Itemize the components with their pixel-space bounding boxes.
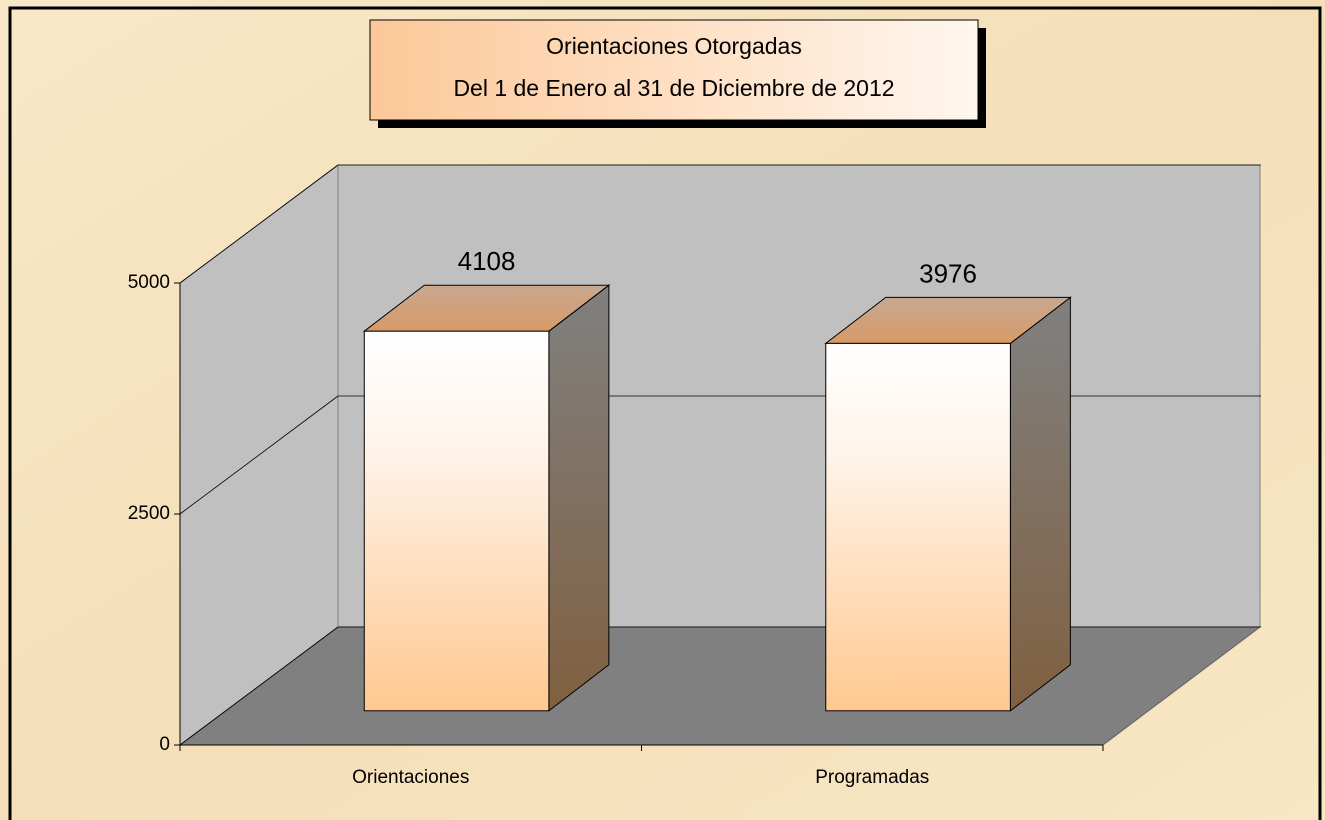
data-label: 4108 (458, 246, 516, 276)
chart-title: Orientaciones Otorgadas (546, 33, 802, 59)
grid-line (179, 164, 339, 284)
bar (825, 342, 1011, 712)
floor (178, 626, 1262, 746)
chart-subtitle: Del 1 de Enero al 31 de Diciembre de 201… (453, 75, 894, 101)
title-box (369, 19, 979, 121)
grid-line (179, 626, 339, 746)
bar-side (1009, 296, 1071, 712)
frame (8, 6, 1322, 820)
grid-line (179, 395, 339, 515)
y-tick-label: 0 (159, 734, 170, 755)
data-label: 3976 (919, 258, 977, 288)
y-tick-label: 2500 (128, 503, 170, 524)
bar-side (548, 284, 610, 712)
bar (363, 330, 550, 712)
x-tick-label: Orientaciones (352, 767, 469, 788)
x-tick-label: Programadas (815, 767, 929, 788)
y-tick-label: 5000 (128, 272, 170, 293)
